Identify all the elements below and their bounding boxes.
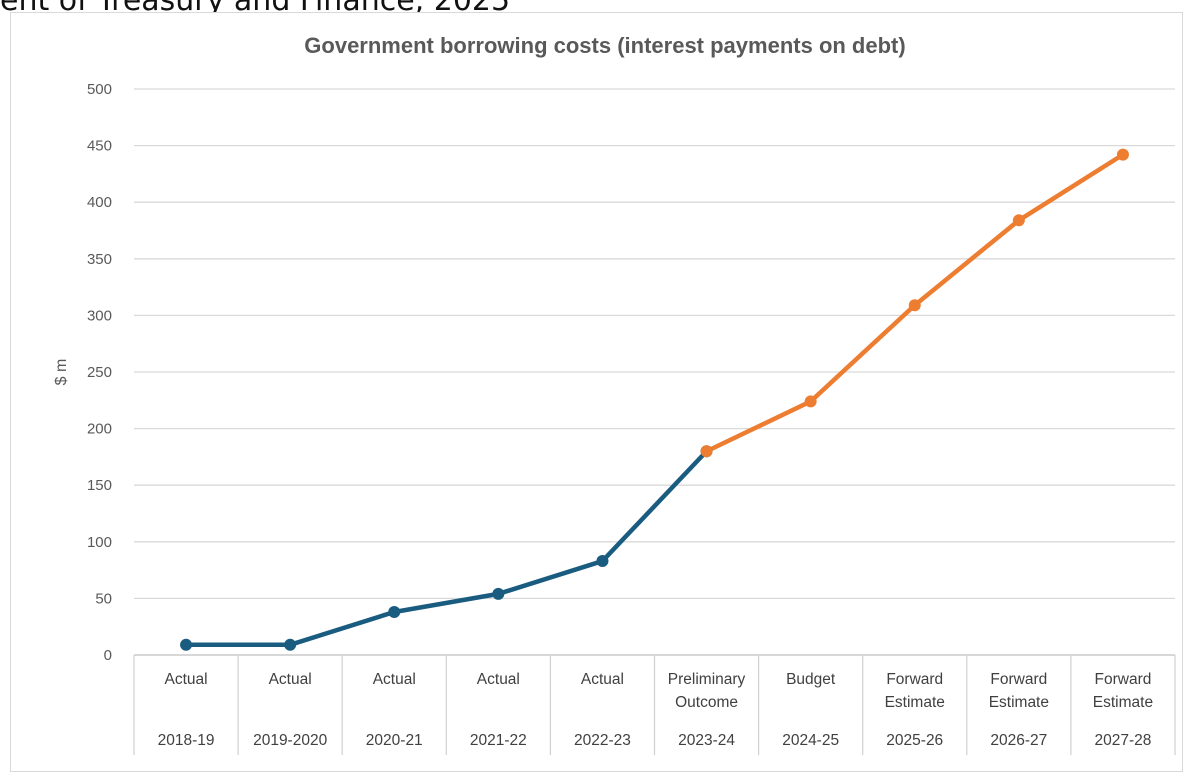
data-point [388, 605, 401, 618]
y-tick-label: 150 [87, 477, 112, 494]
x-status-label: Preliminary [668, 671, 746, 688]
x-year-label: 2026-27 [990, 732, 1047, 749]
x-status-label: Actual [165, 671, 208, 688]
y-tick-label: 300 [87, 307, 112, 324]
x-year-label: 2020-21 [366, 732, 423, 749]
y-tick-label: 500 [87, 81, 112, 98]
x-status-label: Budget [786, 671, 836, 688]
x-status-label: Actual [477, 671, 520, 688]
line-chart: Government borrowing costs (interest pay… [53, 33, 1176, 755]
y-tick-label: 200 [87, 421, 112, 438]
x-year-label: 2027-28 [1095, 732, 1152, 749]
source-caption: ent of Treasury and Finance, 2025 [0, 0, 511, 18]
x-year-label: 2018-19 [158, 732, 215, 749]
data-point [492, 587, 505, 600]
y-tick-label: 450 [87, 138, 112, 155]
data-point [596, 555, 609, 568]
y-tick-label: 250 [87, 364, 112, 381]
y-tick-label: 50 [95, 590, 112, 607]
x-status-label: Estimate [885, 694, 945, 711]
x-status-label: Forward [990, 671, 1047, 688]
chart-title: Government borrowing costs (interest pay… [304, 33, 905, 58]
y-axis-label: $ m [53, 359, 70, 386]
x-axis: Actual 2018-19 Actual 2019-2020 Actual 2020-2… [133, 654, 1176, 755]
y-tick-label: 0 [104, 647, 112, 664]
x-year-label: 2019-2020 [253, 732, 328, 749]
data-point [804, 395, 817, 408]
data-point [284, 638, 297, 651]
x-year-label: 2022-23 [574, 732, 631, 749]
y-axis-ticks: 0 50 100 150 200 250 300 350 400 450 500 [87, 81, 112, 664]
x-status-label: Outcome [675, 694, 738, 711]
x-status-label: Estimate [1093, 694, 1153, 711]
series-lines [183, 152, 1126, 648]
data-point [700, 445, 713, 458]
x-status-label: Actual [373, 671, 416, 688]
data-point [180, 638, 193, 651]
data-point [908, 299, 921, 312]
x-status-label: Forward [886, 671, 943, 688]
x-year-label: 2024-25 [782, 732, 839, 749]
gridlines [134, 88, 1175, 600]
x-year-label: 2021-22 [470, 732, 527, 749]
y-tick-label: 400 [87, 194, 112, 211]
data-point [1116, 148, 1129, 161]
y-tick-label: 350 [87, 251, 112, 268]
x-status-label: Actual [269, 671, 312, 688]
data-point [1012, 214, 1025, 227]
x-status-label: Actual [581, 671, 624, 688]
x-status-label: Estimate [989, 694, 1049, 711]
y-tick-label: 100 [87, 534, 112, 551]
series-points [180, 148, 1129, 651]
x-year-label: 2025-26 [886, 732, 943, 749]
x-year-label: 2023-24 [678, 732, 735, 749]
x-status-label: Forward [1095, 671, 1152, 688]
series-line [183, 448, 709, 648]
